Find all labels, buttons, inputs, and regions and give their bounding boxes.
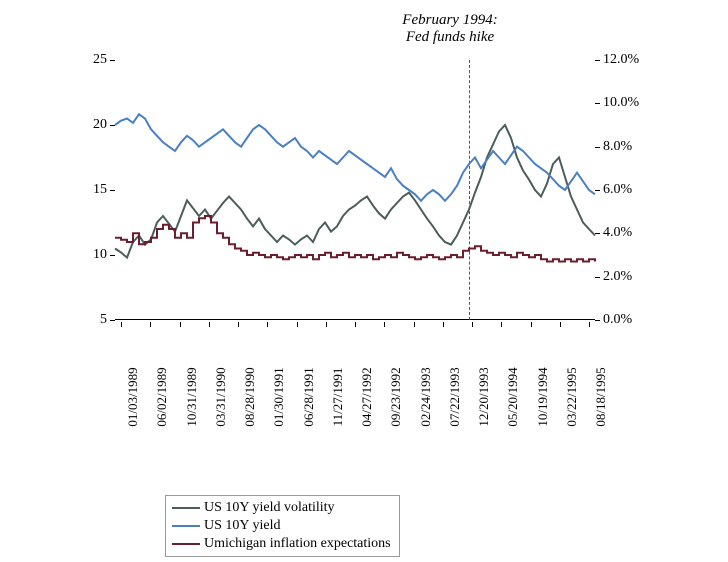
- legend-item: US 10Y yield: [172, 517, 391, 535]
- y-right-tick-label: 0.0%: [603, 312, 653, 328]
- y-right-tick: [595, 320, 600, 321]
- y-right-tick: [595, 233, 600, 234]
- y-left-tick: [110, 125, 115, 126]
- legend-swatch: [172, 507, 200, 510]
- x-tick-label: 12/20/1993: [476, 367, 492, 426]
- x-axis-labels: 01/03/198906/02/198910/31/198903/31/1990…: [115, 322, 595, 412]
- x-tick: [443, 322, 444, 327]
- x-tick-label: 01/03/1989: [125, 367, 141, 426]
- annotation-fed-hike: February 1994: Fed funds hike: [400, 12, 500, 47]
- x-tick-label: 05/20/1994: [505, 367, 521, 426]
- y-left-tick: [110, 190, 115, 191]
- x-tick: [414, 322, 415, 327]
- y-right-tick: [595, 60, 600, 61]
- y-right-tick: [595, 277, 600, 278]
- x-tick: [472, 322, 473, 327]
- x-tick-label: 10/19/1994: [535, 367, 551, 426]
- x-tick-label: 01/30/1991: [271, 367, 287, 426]
- x-tick-label: 04/27/1992: [359, 367, 375, 426]
- y-right-tick: [595, 103, 600, 104]
- y-left-tick: [110, 320, 115, 321]
- x-tick: [297, 322, 298, 327]
- y-right-tick: [595, 147, 600, 148]
- x-tick-label: 03/22/1995: [564, 367, 580, 426]
- y-left-tick: [110, 255, 115, 256]
- y-right-tick-label: 2.0%: [603, 269, 653, 285]
- x-tick-label: 09/23/1992: [388, 367, 404, 426]
- legend: US 10Y yield volatility US 10Y yield Umi…: [165, 495, 400, 557]
- y-right-tick-label: 10.0%: [603, 95, 653, 111]
- x-tick: [180, 322, 181, 327]
- y-right-tick-label: 8.0%: [603, 139, 653, 155]
- line-series-svg: [115, 60, 595, 320]
- x-tick-label: 03/31/1990: [213, 367, 229, 426]
- x-tick: [531, 322, 532, 327]
- x-tick-label: 06/02/1989: [154, 367, 170, 426]
- series-inflation: [115, 216, 595, 262]
- y-right-tick-label: 4.0%: [603, 225, 653, 241]
- legend-item: US 10Y yield volatility: [172, 499, 391, 517]
- x-tick-label: 07/22/1993: [447, 367, 463, 426]
- legend-label: US 10Y yield: [204, 518, 280, 534]
- x-tick: [384, 322, 385, 327]
- x-tick: [560, 322, 561, 327]
- y-left-tick-label: 5: [77, 312, 107, 328]
- y-left-tick-label: 10: [77, 247, 107, 263]
- y-right-tick-label: 6.0%: [603, 182, 653, 198]
- x-tick: [121, 322, 122, 327]
- y-right-tick-label: 12.0%: [603, 52, 653, 68]
- x-tick: [209, 322, 210, 327]
- x-tick-label: 02/24/1993: [418, 367, 434, 426]
- y-right-tick: [595, 190, 600, 191]
- x-tick-label: 11/27/1991: [330, 368, 346, 427]
- legend-swatch: [172, 525, 200, 528]
- y-left-tick-label: 20: [77, 117, 107, 133]
- x-tick: [326, 322, 327, 327]
- x-tick: [589, 322, 590, 327]
- y-left-tick-label: 25: [77, 52, 107, 68]
- x-tick-label: 06/28/1991: [301, 367, 317, 426]
- legend-swatch: [172, 543, 200, 546]
- y-left-tick-label: 15: [77, 182, 107, 198]
- chart-container: February 1994: Fed funds hike 01/03/1989…: [115, 10, 595, 380]
- legend-label: Umichigan inflation expectations: [204, 536, 391, 552]
- legend-label: US 10Y yield volatility: [204, 500, 335, 516]
- x-tick: [501, 322, 502, 327]
- plot-area: [115, 60, 595, 320]
- x-tick-label: 08/18/1995: [593, 367, 609, 426]
- x-tick: [355, 322, 356, 327]
- x-tick-label: 10/31/1989: [184, 367, 200, 426]
- legend-item: Umichigan inflation expectations: [172, 535, 391, 553]
- x-tick: [150, 322, 151, 327]
- series-yield: [115, 114, 595, 201]
- x-tick: [267, 322, 268, 327]
- x-tick: [238, 322, 239, 327]
- x-tick-label: 08/28/1990: [242, 367, 258, 426]
- y-left-tick: [110, 60, 115, 61]
